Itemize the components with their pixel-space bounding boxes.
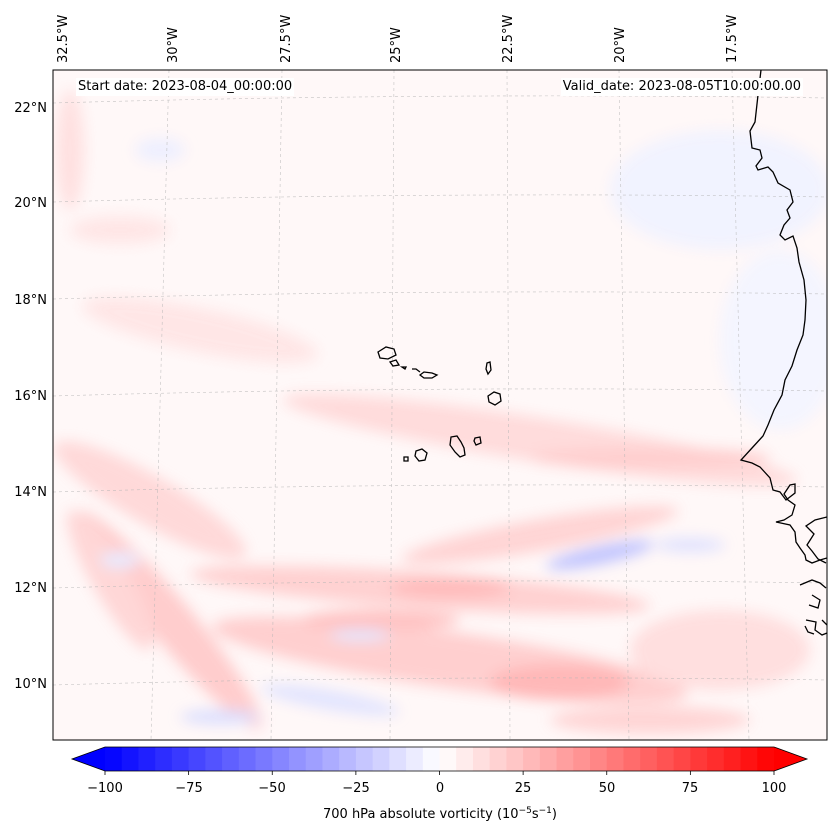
coastlines — [377, 70, 827, 636]
island-santa-luzia — [399, 366, 408, 370]
colorbar-segment — [205, 747, 223, 771]
lat-label: 10°N — [14, 677, 47, 692]
colorbar-label: 700 hPa absolute vorticity (10−5s−1) — [323, 806, 557, 822]
colorbar-segment — [188, 747, 206, 771]
colorbar-extend-max — [774, 747, 807, 771]
colorbar-tick-label: −50 — [258, 781, 286, 796]
colorbar-segment — [556, 747, 574, 771]
colorbar-tick-label: 50 — [598, 781, 616, 796]
valid-date-label: Valid_date: 2023-08-05T10:00:00.00 — [560, 78, 803, 96]
colorbar-segment — [740, 747, 758, 771]
colorbar-segment — [222, 747, 240, 771]
vorticity-field — [53, 90, 827, 734]
colorbar-tick-label: 0 — [435, 781, 445, 796]
lon-label: 22.5°W — [501, 15, 516, 63]
lat-label: 16°N — [14, 389, 47, 404]
colorbar-segment — [523, 747, 541, 771]
island-fogo — [414, 448, 428, 462]
island-sal — [485, 361, 492, 376]
colorbar-tick-label: −75 — [175, 781, 203, 796]
colorbar-segment — [506, 747, 524, 771]
colorbar-segment — [105, 747, 123, 771]
colorbar-tick-label: 25 — [514, 781, 532, 796]
colorbar-segment — [489, 747, 507, 771]
colorbar-segment — [707, 747, 725, 771]
colorbar-segment — [757, 747, 775, 771]
island-sao-nicolau — [412, 368, 439, 379]
lon-labels: 32.5°W 30°W 27.5°W 25°W 22.5°W 20°W 17.5… — [56, 15, 740, 63]
island-santiago — [449, 435, 466, 458]
colorbar-segment — [272, 747, 290, 771]
colorbar-segment — [539, 747, 558, 771]
colorbar-extend-min — [72, 747, 105, 771]
lon-label: 25°W — [389, 27, 404, 63]
island-boa-vista — [487, 391, 502, 406]
colorbar-segment — [422, 747, 440, 771]
lon-label: 17.5°W — [725, 15, 740, 63]
colorbar-segment — [472, 747, 491, 771]
lon-label: 20°W — [613, 27, 628, 63]
colorbar-segment — [389, 747, 407, 771]
colorbar-segment — [690, 747, 708, 771]
lon-label: 32.5°W — [56, 15, 71, 63]
colorbar-segment — [606, 747, 624, 771]
colorbar-segment — [238, 747, 257, 771]
colorbar-segment — [590, 747, 608, 771]
colorbar-segment — [339, 747, 357, 771]
colorbar-segment — [439, 747, 457, 771]
colorbar-segment — [640, 747, 658, 771]
lat-label: 20°N — [14, 196, 47, 211]
colorbar-segment — [456, 747, 474, 771]
colorbar-tick-label: −100 — [87, 781, 123, 796]
lon-label: 30°W — [166, 27, 181, 63]
colorbar-segment — [656, 747, 675, 771]
start-date-label: Start date: 2023-08-04_00:00:00 — [76, 78, 295, 96]
colorbar-segment — [573, 747, 591, 771]
colorbar-segment — [406, 747, 424, 771]
lat-label: 14°N — [14, 485, 47, 500]
colorbar-segment — [723, 747, 742, 771]
lat-labels: 22°N 20°N 18°N 16°N 14°N 12°N 10°N — [14, 101, 47, 692]
lon-label: 27.5°W — [279, 15, 294, 63]
colorbar-tick-label: −25 — [342, 781, 370, 796]
island-sao-vicente — [388, 359, 401, 367]
colorbar-segment — [255, 747, 273, 771]
lat-label: 12°N — [14, 581, 47, 596]
colorbar-tick-label: 100 — [761, 781, 787, 796]
island-brava — [403, 456, 409, 462]
colorbar-segment — [322, 747, 340, 771]
colorbar-segment — [288, 747, 307, 771]
lat-label: 22°N — [14, 101, 47, 116]
lat-label: 18°N — [14, 293, 47, 308]
colorbar — [70, 746, 809, 775]
colorbar-segment — [355, 747, 374, 771]
island-maio — [473, 436, 482, 446]
colorbar-segment — [673, 747, 691, 771]
colorbar-segment — [155, 747, 173, 771]
colorbar-segment — [305, 747, 323, 771]
colorbar-segment — [121, 747, 139, 771]
africa-coastline — [739, 70, 827, 636]
colorbar-tick-label: 75 — [681, 781, 699, 796]
map-frame — [52, 69, 828, 741]
colorbar-segment — [372, 747, 390, 771]
colorbar-segment — [623, 747, 641, 771]
island-santo-antao — [377, 346, 397, 360]
colorbar-segment — [171, 747, 190, 771]
colorbar-segment — [138, 747, 156, 771]
gridlines — [53, 70, 827, 740]
